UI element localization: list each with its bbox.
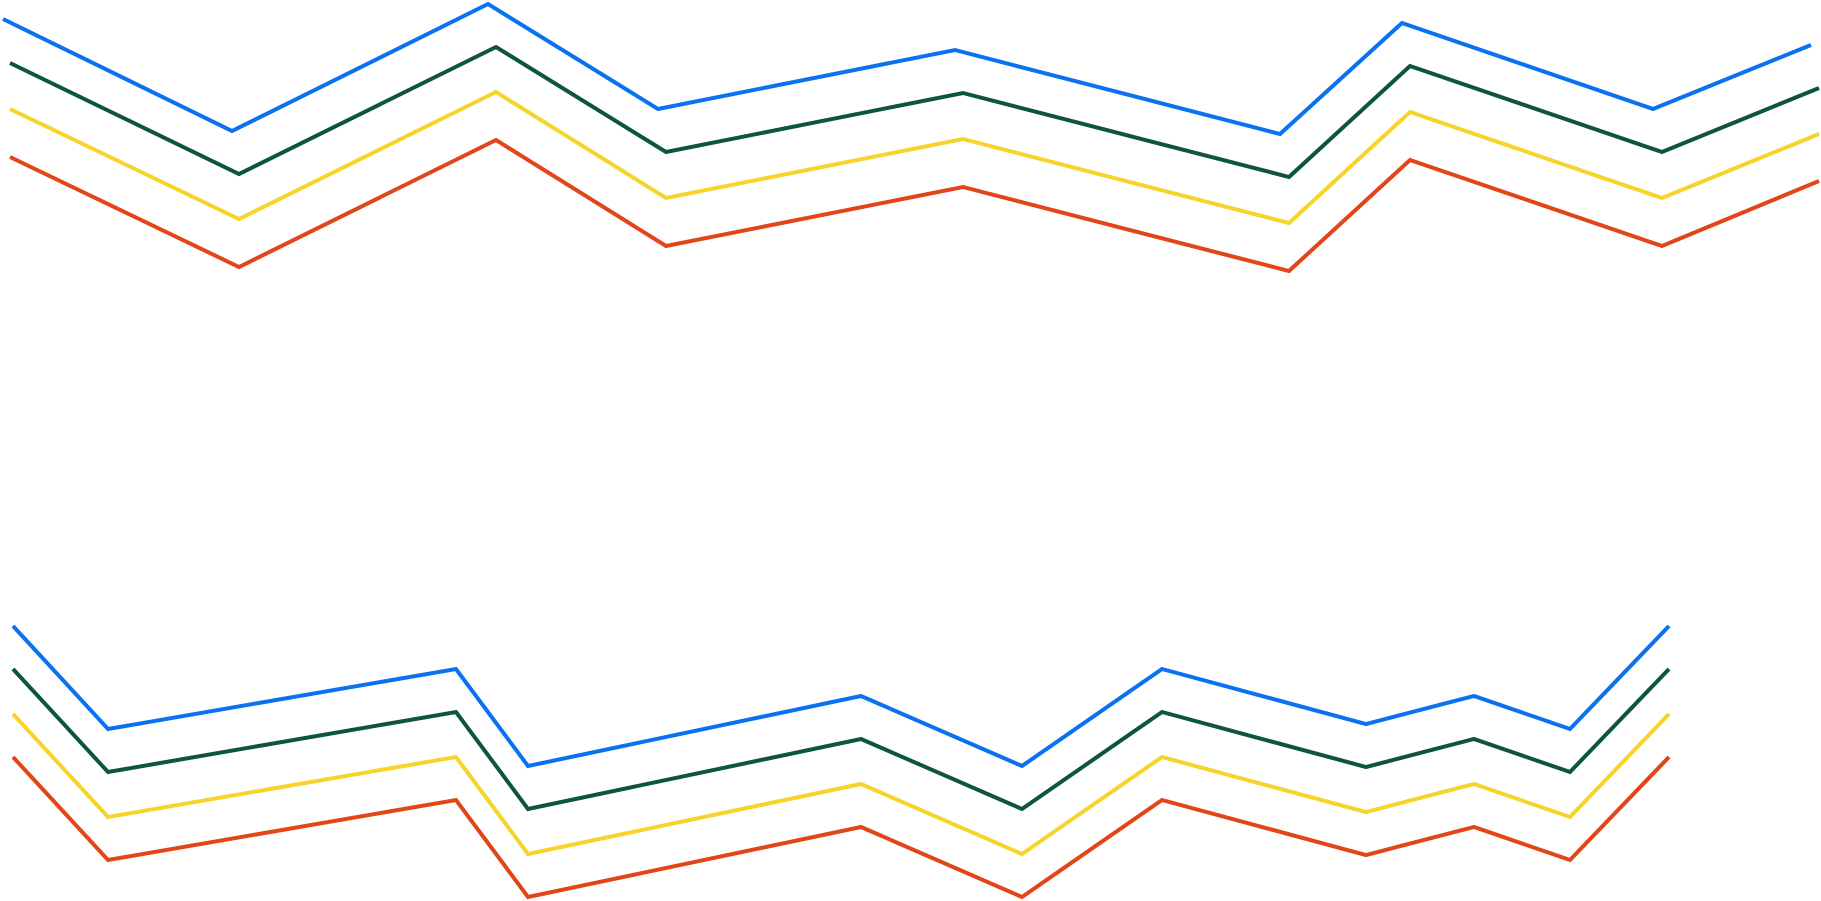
upper-blue-line [2,1,1812,137]
upper-yellow-line [9,89,1820,226]
upper-green-line [9,44,1820,180]
lower-zigzag-group [11,624,1671,900]
lower-red-line [11,755,1671,900]
upper-red-line [9,137,1820,274]
upper-zigzag-group [2,1,1820,274]
lower-yellow-line [11,712,1671,857]
lower-green-line [11,667,1671,812]
lower-blue-line [11,624,1671,769]
